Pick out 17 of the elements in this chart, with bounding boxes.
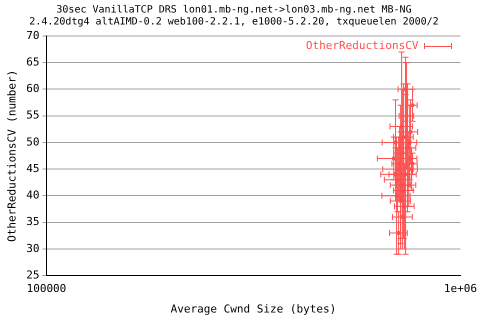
y-tick-label: 50	[26, 135, 40, 148]
y-tick-label: 35	[26, 215, 40, 228]
y-tick-label: 60	[26, 82, 40, 96]
chart-title: 30sec VanillaTCP DRS lon01.mb-ng.net->lon03.mb-ng.net MB-NG	[56, 4, 412, 16]
y-tick-label: 40	[26, 188, 40, 202]
x-axis-title: Average Cwnd Size (bytes)	[170, 302, 336, 316]
y-tick-label: 25	[26, 268, 40, 282]
x-tick-label: 100000	[26, 282, 66, 296]
y-tick-label: 30	[26, 242, 40, 255]
legend-label: OtherReductionsCV	[306, 39, 418, 53]
chart-subtitle: 2.4.20dtg4 altAIMD-0.2 web100-2.2.1, e1000-5.2.20, txqueuelen 2000/2	[29, 16, 439, 28]
y-axis-title: OtherReductionsCV (number)	[5, 70, 18, 242]
y-tick-label: 65	[26, 55, 40, 68]
y-tick-label: 45	[26, 162, 40, 175]
y-tick-label: 70	[26, 28, 40, 42]
y-tick-label: 55	[26, 108, 40, 122]
x-tick-label: 1e+06	[444, 282, 478, 296]
